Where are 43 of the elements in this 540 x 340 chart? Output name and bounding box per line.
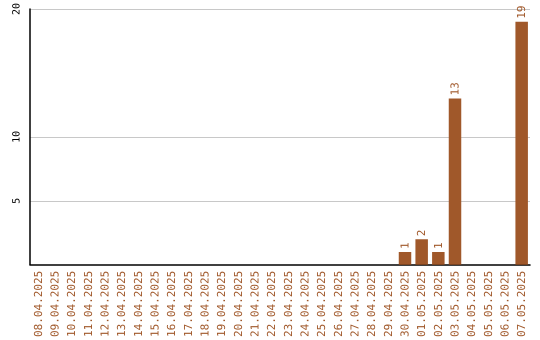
x-tick-label: 02.05.2025	[432, 270, 445, 338]
x-tick-label: 26.04.2025	[332, 270, 345, 338]
x-tick-label: 28.04.2025	[365, 270, 378, 338]
x-tick-label: 30.04.2025	[398, 270, 412, 338]
x-tick-label: 27.04.2025	[348, 270, 362, 338]
y-tick-label: 10	[12, 130, 22, 143]
x-tick-label: 06.05.2025	[498, 270, 512, 338]
x-tick-label: 04.05.2025	[465, 270, 478, 338]
x-tick-label: 20.04.2025	[232, 270, 245, 338]
y-tick-label: 5	[12, 198, 22, 204]
x-tick-label: 12.04.2025	[98, 270, 112, 338]
bar	[398, 252, 412, 265]
x-tick-label: 07.05.2025	[515, 270, 528, 338]
bar	[415, 239, 428, 265]
x-tick-label: 23.04.2025	[282, 270, 295, 338]
x-tick-label: 17.04.2025	[182, 270, 195, 338]
bar	[448, 98, 462, 265]
x-tick-label: 24.04.2025	[298, 270, 312, 338]
x-tick-label: 15.04.2025	[148, 270, 162, 338]
x-tick-label: 08.04.2025	[32, 270, 45, 338]
x-tick-label: 05.05.2025	[482, 270, 495, 338]
x-tick-label: 10.04.2025	[65, 270, 78, 338]
data-label: 13	[448, 82, 462, 96]
bar	[432, 252, 445, 265]
data-label: 1	[398, 242, 412, 249]
data-label: 19	[515, 6, 528, 19]
x-tick-label: 21.04.2025	[248, 270, 262, 338]
data-label: 1	[432, 242, 445, 249]
x-tick-label: 22.04.2025	[265, 270, 278, 338]
x-tick-label: 03.05.2025	[448, 270, 462, 338]
x-tick-label: 29.04.2025	[382, 270, 395, 338]
x-tick-label: 16.04.2025	[165, 270, 178, 338]
x-tick-label: 14.04.2025	[132, 270, 145, 338]
x-tick-label: 13.04.2025	[115, 270, 128, 338]
x-tick-label: 18.04.2025	[198, 270, 212, 338]
y-tick-label: 20	[12, 2, 22, 16]
bar	[515, 22, 528, 265]
x-tick-label: 19.04.2025	[215, 270, 228, 338]
data-label: 2	[415, 230, 428, 236]
x-tick-label: 01.05.2025	[415, 270, 428, 338]
x-tick-label: 09.04.2025	[48, 270, 62, 338]
x-tick-label: 25.04.2025	[315, 270, 328, 338]
x-tick-label: 11.04.2025	[82, 270, 95, 338]
